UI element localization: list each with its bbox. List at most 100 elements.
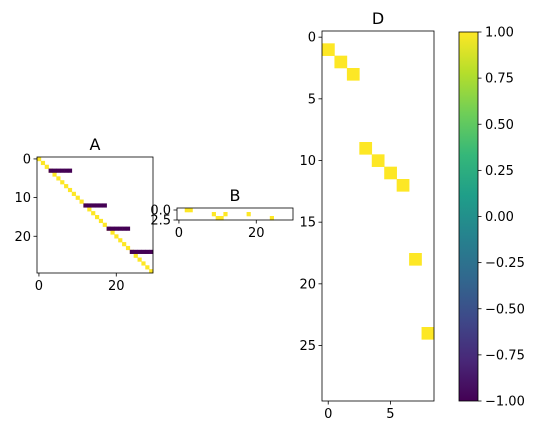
heatmap-cell — [149, 249, 154, 254]
y-tick-label: 10 — [14, 191, 31, 206]
heatmap-d: D 0 5 0 5 10 15 20 25 — [299, 9, 435, 422]
heatmap-cell — [133, 249, 138, 254]
y-tick-label: 15 — [299, 216, 316, 231]
heatmap-cell — [421, 327, 435, 340]
y-tick-label: 0 — [308, 31, 316, 46]
heatmap-cell — [87, 203, 92, 208]
heatmap-cell — [91, 211, 96, 216]
heatmap-cell — [48, 168, 53, 173]
heatmap-cell — [118, 238, 123, 243]
heatmap-cell — [110, 230, 115, 235]
heatmap-cell — [371, 154, 385, 167]
x-tick-label: 20 — [248, 226, 265, 241]
heatmap-cell — [223, 212, 228, 217]
heatmap-cell — [67, 187, 73, 193]
heatmap-cell — [141, 249, 146, 254]
heatmap-cell — [384, 166, 397, 180]
heatmap-cell — [102, 203, 107, 208]
heatmap-cell — [98, 218, 104, 224]
y-tick-label: 20 — [14, 230, 31, 245]
heatmap-b: B 0 20 0.02.5 — [150, 186, 294, 241]
y-tick-label: 25 — [299, 339, 316, 354]
heatmap-cell — [122, 226, 127, 231]
heatmap-cell — [145, 249, 150, 254]
heatmap-cell — [64, 184, 69, 189]
heatmap-cell — [87, 207, 92, 212]
x-tick-label: 0 — [175, 226, 183, 241]
heatmap-cell — [133, 253, 138, 258]
x-tick-label: 5 — [386, 407, 394, 422]
y-tick-label: 5 — [308, 92, 316, 107]
colorbar-tick-label: −0.25 — [485, 256, 525, 271]
plot-background — [322, 31, 434, 401]
y-tick-label: 2.5 — [150, 214, 171, 229]
heatmap-cell — [211, 212, 216, 217]
axes-frame — [176, 207, 294, 221]
colorbar-tick-label: −0.75 — [485, 348, 525, 363]
heatmap-cell — [83, 203, 88, 208]
heatmap-cell — [118, 226, 123, 231]
chart-title: A — [90, 135, 101, 154]
heatmap-cell — [409, 253, 422, 266]
heatmap-cell — [60, 180, 65, 185]
heatmap-cell — [64, 168, 69, 173]
heatmap-cell — [56, 168, 61, 173]
heatmap-cell — [359, 142, 373, 155]
heatmap-cell — [102, 222, 107, 227]
y-tick-label: 0.0 — [150, 204, 171, 219]
heatmap-cell — [129, 249, 134, 254]
heatmap-cell — [184, 208, 189, 213]
heatmap-cell — [219, 216, 224, 221]
heatmap-cell — [334, 55, 348, 69]
heatmap-cell — [215, 216, 220, 221]
heatmap-cell — [269, 216, 274, 221]
heatmap-cell — [322, 43, 335, 56]
heatmap-cell — [52, 168, 57, 173]
heatmap-cell — [71, 191, 76, 196]
heatmap-cell — [40, 160, 46, 166]
heatmap-cell — [37, 157, 42, 162]
heatmap-cell — [91, 203, 96, 208]
plot-background — [177, 208, 293, 220]
heatmap-cell — [75, 195, 80, 200]
y-tick-label: 0 — [23, 152, 31, 167]
heatmap-a: A 0 20 0 10 20 — [14, 135, 154, 294]
heatmap-cell — [106, 226, 111, 231]
axes-frame — [36, 156, 154, 274]
heatmap-cell — [44, 164, 49, 169]
heatmap-cell — [125, 226, 131, 231]
x-tick-label: 0 — [324, 407, 332, 422]
heatmap-cell — [122, 242, 127, 247]
heatmap-cell — [67, 168, 73, 173]
heatmap-cell — [188, 208, 193, 213]
heatmap-cell — [137, 249, 142, 254]
heatmap-cell — [125, 245, 131, 251]
chart-title: B — [230, 186, 241, 205]
chart-title: D — [372, 9, 384, 28]
heatmap-cell — [346, 68, 360, 81]
heatmap-cell — [141, 261, 146, 266]
heatmap-cell — [98, 203, 104, 208]
heatmap-cell — [114, 234, 119, 239]
heatmap-cell — [95, 215, 100, 220]
colorbar-tick-label: 0.50 — [485, 118, 514, 133]
heatmap-cell — [56, 176, 61, 181]
heatmap-cell — [95, 203, 100, 208]
colorbar-tick-label: −0.50 — [485, 302, 525, 317]
colorbar-tick-label: −1.00 — [485, 395, 525, 410]
axes-frame — [321, 30, 435, 402]
y-tick-label: 10 — [299, 154, 316, 169]
heatmap-cell — [149, 269, 154, 274]
y-tick-label: 20 — [299, 277, 316, 292]
heatmap-cell — [60, 168, 65, 173]
colorbar-tick-label: 0.25 — [485, 164, 514, 179]
colorbar-gradient — [459, 32, 478, 401]
heatmap-cell — [396, 179, 410, 192]
colorbar-tick-label: 1.00 — [485, 26, 514, 41]
colorbar: 1.00 0.75 0.50 0.25 0.00 −0.25 −0.50 −0.75 −1.00 — [458, 26, 525, 410]
heatmap-cell — [79, 199, 84, 204]
heatmap-cell — [110, 226, 115, 231]
heatmap-cell — [246, 212, 251, 217]
heatmap-cell — [114, 226, 119, 231]
x-tick-label: 20 — [108, 279, 125, 294]
